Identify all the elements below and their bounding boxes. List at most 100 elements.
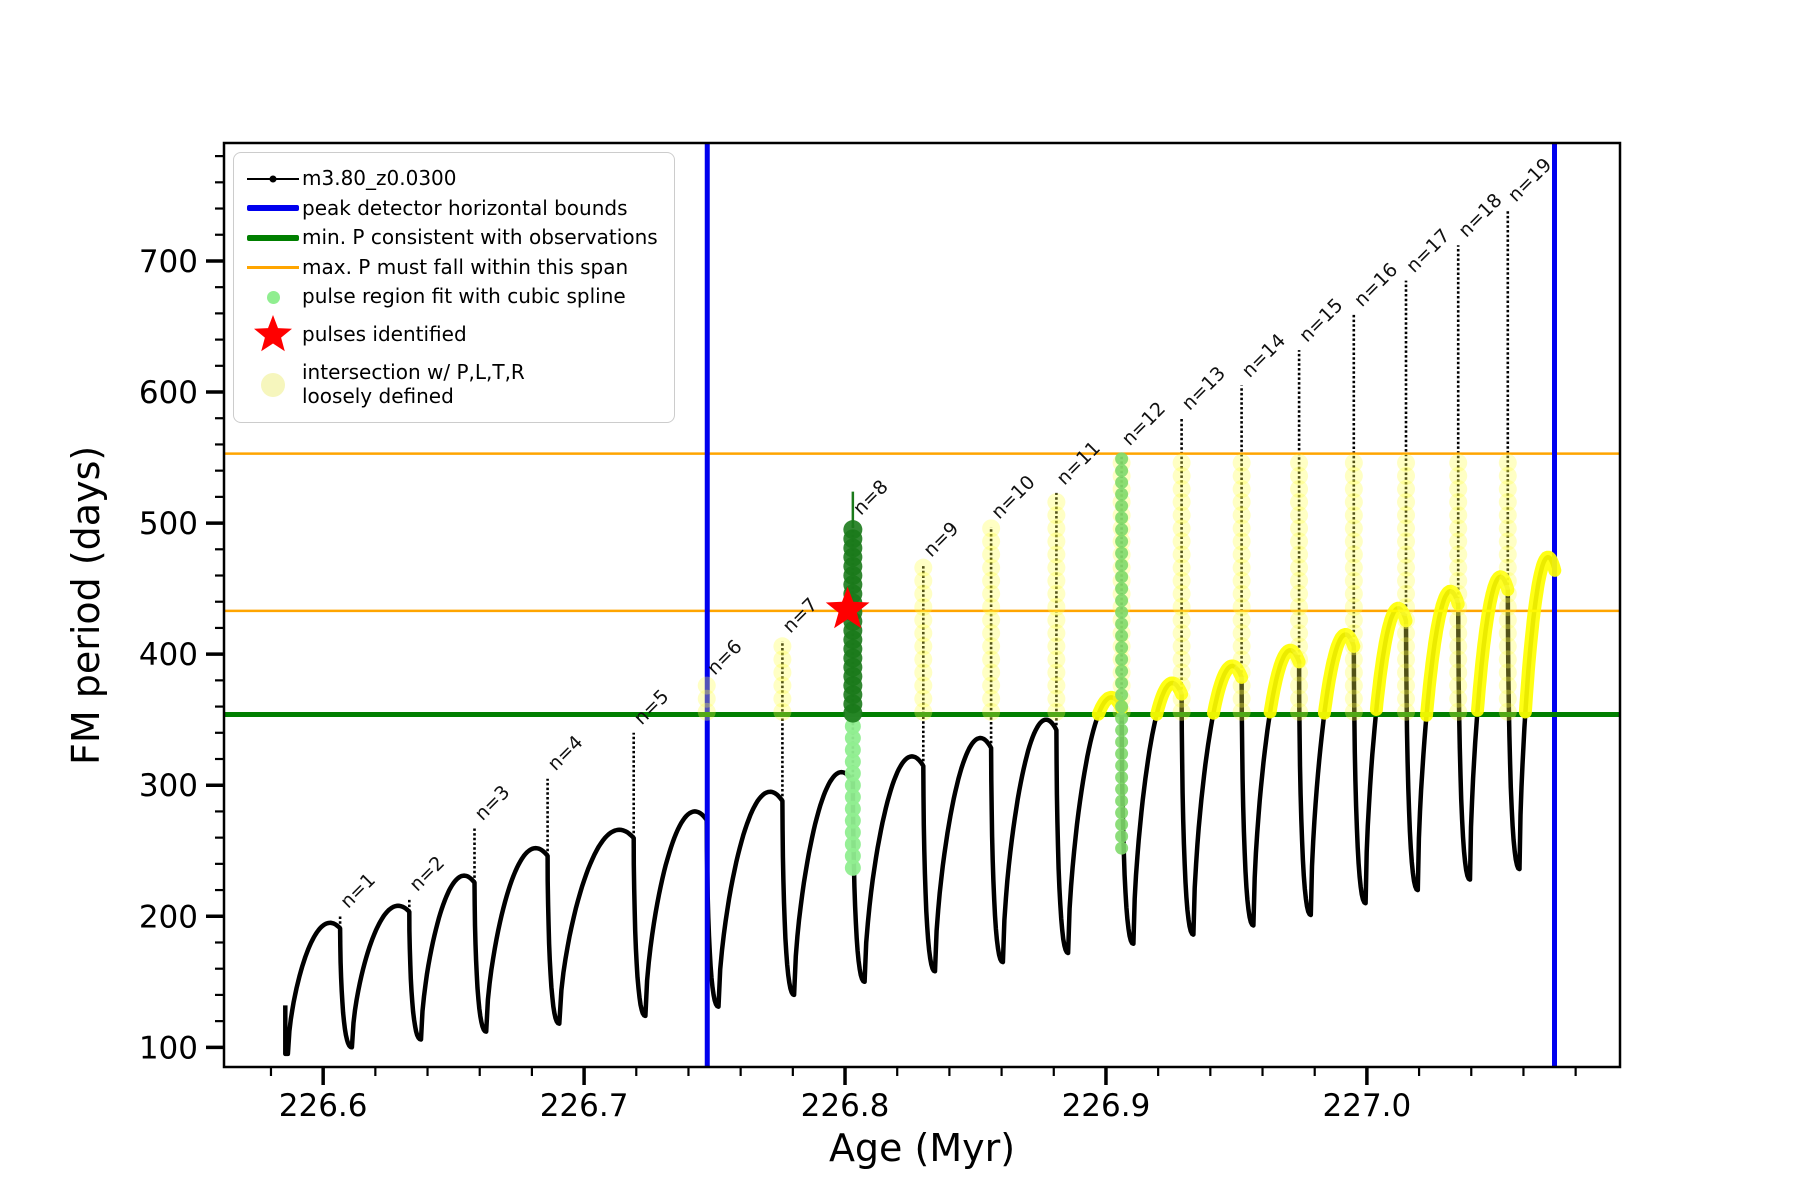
yellow-intersection-marker [914, 611, 933, 630]
loose-green-marker [1115, 676, 1129, 690]
red-star-icon [244, 314, 302, 355]
yellow-intersection-marker [1449, 506, 1468, 525]
yellow-intersection-marker [1449, 597, 1468, 616]
yellow-intersection-marker [1449, 676, 1468, 695]
yellow-intersection-marker [1172, 558, 1191, 577]
pulse-region-marker [843, 520, 863, 540]
y-axis-label: FM period (days) [64, 445, 108, 765]
yellow-intersection-marker [914, 663, 933, 682]
yellow-intersection-marker [1397, 571, 1416, 590]
yellow-intersection-marker [914, 584, 933, 603]
yellow-intersection-marker [1290, 571, 1309, 590]
yellow-intersection-marker [1290, 558, 1309, 577]
yellow-intersection-marker [1232, 689, 1251, 708]
yellow-intersection-marker [1397, 689, 1416, 708]
yellow-intersection-marker [697, 702, 716, 721]
loose-green-marker [1115, 806, 1129, 820]
yellow-intersection-marker [1498, 611, 1517, 630]
pulse-region-spline-marker [844, 741, 861, 758]
yellow-intersection-marker [1397, 480, 1416, 499]
loose-green-marker [1115, 829, 1129, 843]
yellow-intersection-arc [1420, 584, 1465, 722]
yellow-intersection-marker [1290, 493, 1309, 512]
yellow-intersection-marker [1232, 493, 1251, 512]
yellow-intersection-marker [1449, 584, 1468, 603]
yellow-intersection-marker [1232, 637, 1251, 656]
loose-green-marker [1115, 818, 1129, 832]
yellow-intersection-marker [1172, 663, 1191, 682]
loose-green-marker [1115, 570, 1129, 584]
legend-row: m3.80_z0.0300 [244, 166, 658, 191]
yellow-intersection-marker [982, 702, 1001, 721]
loose-green-marker [1115, 770, 1129, 784]
legend-row: intersection w/ P,L,T,R loosely defined [244, 360, 658, 408]
loose-green-marker [1115, 593, 1129, 607]
loose-green-marker [1115, 723, 1129, 737]
yellow-intersection-marker [1344, 571, 1363, 590]
yellow-intersection-marker [1172, 519, 1191, 538]
x-tick-label: 226.7 [540, 1088, 629, 1124]
loose-green-marker [1115, 546, 1129, 560]
pulse-label-3: n=3 [470, 781, 514, 825]
loose-green-marker [1115, 747, 1129, 761]
yellow-intersection-marker [1498, 519, 1517, 538]
yellow-intersection-marker [1232, 597, 1251, 616]
yellow-intersection-marker [982, 624, 1001, 643]
pulse-label-4: n=4 [544, 731, 588, 775]
yellow-intersection-marker [1290, 506, 1309, 525]
yellow-intersection-marker [1498, 558, 1517, 577]
pulse-region-spline-marker [844, 824, 861, 841]
yellow-intersection-marker [1047, 663, 1066, 682]
legend-row: pulses identified [244, 314, 658, 355]
yellow-intersection-marker [1232, 611, 1251, 630]
yellow-intersection-marker [1498, 532, 1517, 551]
pulse-region-spline-marker [844, 765, 861, 782]
yellow-intersection-arc [1471, 570, 1515, 717]
loose-green-marker [1115, 700, 1129, 714]
yellow-intersection-marker [1449, 624, 1468, 643]
pulse-region-spline-marker [844, 800, 861, 817]
yellow-intersection-marker [773, 637, 792, 656]
loose-green-marker [1115, 841, 1129, 855]
yellow-intersection-marker [1290, 637, 1309, 656]
yellow-intersection-marker [982, 545, 1001, 564]
x-axis-label: Age (Myr) [828, 1126, 1016, 1170]
yellow-intersection-marker [1172, 676, 1191, 695]
yellow-intersection-marker [1397, 453, 1416, 472]
yellow-intersection-marker [1232, 663, 1251, 682]
pulse-label-13: n=13 [1178, 362, 1230, 414]
pulse-region-spline-marker [844, 836, 861, 853]
yellow-intersection-marker [982, 689, 1001, 708]
yellow-intersection-marker [1232, 545, 1251, 564]
yellow-intersection-marker [773, 650, 792, 669]
yellow-intersection-marker [1290, 453, 1309, 472]
pulse-label-10: n=10 [987, 471, 1039, 523]
pulse-label-1: n=1 [336, 869, 380, 913]
yellow-intersection-marker [1047, 584, 1066, 603]
yellow-intersection-marker [697, 689, 716, 708]
yellow-intersection-marker [1047, 493, 1066, 512]
yellow-intersection-marker [1344, 702, 1363, 721]
yellow-intersection-marker [1232, 519, 1251, 538]
loose-green-marker [1115, 617, 1129, 631]
yellow-intersection-marker [1344, 663, 1363, 682]
yellow-intersection-marker [1498, 663, 1517, 682]
yellow-intersection-marker [1498, 506, 1517, 525]
yellow-intersection-marker [982, 637, 1001, 656]
yellow-intersection-marker [1498, 702, 1517, 721]
yellow-intersection-marker [1232, 571, 1251, 590]
yellow-intersection-marker [1498, 597, 1517, 616]
yellow-intersection-marker [1290, 519, 1309, 538]
yellow-intersection-marker [697, 676, 716, 695]
yellow-intersection-marker [1344, 637, 1363, 656]
yellow-intersection-marker [1449, 493, 1468, 512]
yellow-intersection-marker [914, 637, 933, 656]
yellow-intersection-marker [1449, 453, 1468, 472]
yellow-intersection-marker [1498, 493, 1517, 512]
yellow-intersection-arc [1207, 659, 1249, 720]
pulse-label-17: n=17 [1402, 225, 1454, 277]
x-tick-label: 227.0 [1323, 1088, 1412, 1124]
loose-green-marker [1115, 782, 1129, 796]
yellow-intersection-marker [1449, 480, 1468, 499]
